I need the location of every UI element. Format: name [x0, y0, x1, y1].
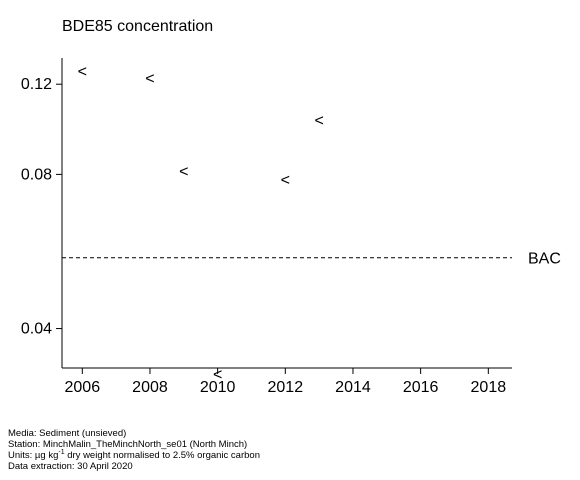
reference-line-label: BAC: [528, 251, 561, 268]
data-point: <: [213, 367, 222, 384]
x-tick-label: 2008: [132, 379, 168, 396]
data-point: <: [179, 164, 188, 181]
chart-plot: 0.04 0.08 0.12 2006 2008 2010 2012 2014 2016 2018…: [21, 58, 561, 396]
footer-station: Station: MinchMalin_TheMinchNorth_se01 (…: [8, 439, 248, 450]
footer-units: Units: µg kg-1 dry weight normalised to …: [8, 449, 260, 461]
y-tick-label: 0.04: [21, 321, 52, 338]
x-tick-label: 2012: [268, 379, 304, 396]
data-point: <: [314, 112, 323, 129]
chart-title: BDE85 concentration: [62, 18, 214, 35]
footer-units-sup: -1: [58, 449, 65, 456]
chart-footer: Media: Sediment (unsieved) Station: Minc…: [8, 428, 260, 472]
x-tick-label: 2016: [403, 379, 439, 396]
footer-extraction: Data extraction: 30 April 2020: [8, 461, 133, 472]
x-tick-label: 2010: [200, 379, 236, 396]
data-point: <: [145, 71, 154, 88]
y-tick-label: 0.12: [21, 76, 52, 93]
data-point: <: [281, 172, 290, 189]
footer-units-suffix: dry weight normalised to 2.5% organic ca…: [64, 450, 260, 461]
y-tick-label: 0.08: [21, 166, 52, 183]
x-tick-label: 2018: [471, 379, 507, 396]
footer-media: Media: Sediment (unsieved): [8, 428, 127, 439]
x-tick-label: 2014: [335, 379, 371, 396]
x-tick-label: 2006: [65, 379, 101, 396]
footer-units-prefix: Units: µg kg: [8, 450, 59, 461]
data-point: <: [78, 64, 87, 81]
